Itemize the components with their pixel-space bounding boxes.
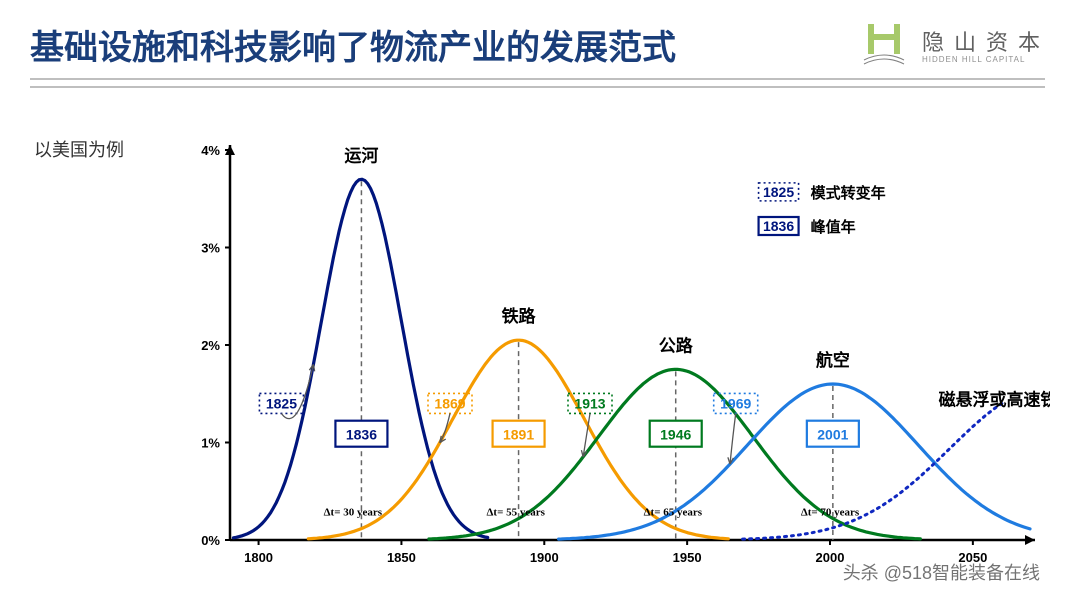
shift-year-text: 1913 xyxy=(574,395,605,411)
shift-year-text: 1825 xyxy=(266,395,297,411)
svg-text:1%: 1% xyxy=(201,436,220,451)
curve-label: 公路 xyxy=(659,335,694,355)
svg-text:4%: 4% xyxy=(201,143,220,158)
svg-text:1800: 1800 xyxy=(244,550,273,565)
legend-peak-label: 峰值年 xyxy=(811,218,856,236)
svg-text:1850: 1850 xyxy=(387,550,416,565)
main-chart: 0% 1% 2% 3% 4% 1800 1850 1900 1950 2000 2050 运河铁路公路… xyxy=(180,140,1050,580)
legend-shift-label: 模式转变年 xyxy=(811,184,886,202)
svg-text:0%: 0% xyxy=(201,533,220,548)
future-label: 磁悬浮或高速铁路 xyxy=(939,389,1050,409)
svg-text:1900: 1900 xyxy=(530,550,559,565)
curve-label: 铁路 xyxy=(502,306,537,326)
peak-year-text: 1836 xyxy=(346,427,377,443)
curve-运河 xyxy=(233,179,487,538)
svg-text:2000: 2000 xyxy=(816,550,845,565)
svg-text:1836: 1836 xyxy=(763,218,794,234)
svg-text:3%: 3% xyxy=(201,241,220,256)
title-underline xyxy=(30,78,1045,88)
delta-t-label: Δt= 55 years xyxy=(487,507,546,519)
delta-t-label: Δt= 30 years xyxy=(324,507,383,519)
curve-label: 运河 xyxy=(344,146,378,165)
svg-text:2%: 2% xyxy=(201,338,220,353)
peak-year-text: 1891 xyxy=(503,427,534,443)
logo-icon xyxy=(860,20,908,68)
delta-t-label: Δt= 65 years xyxy=(644,507,703,519)
curve-label: 航空 xyxy=(816,350,850,370)
page-title: 基础设施和科技影响了物流产业的发展范式 xyxy=(30,20,676,69)
shift-year-text: 1969 xyxy=(720,395,751,411)
peak-year-text: 2001 xyxy=(817,427,848,443)
svg-text:2050: 2050 xyxy=(958,550,987,565)
peak-year-text: 1946 xyxy=(660,427,691,443)
shift-year-text: 1869 xyxy=(434,395,465,411)
subtitle: 以美国为例 xyxy=(34,136,124,162)
future-curve xyxy=(743,401,1006,539)
brand-logo: 隐山资本 HIDDEN HILL CAPITAL xyxy=(860,20,1050,68)
logo-text: 隐山资本 xyxy=(922,25,1050,57)
delta-t-label: Δt= 70 years xyxy=(801,507,860,519)
svg-text:1825: 1825 xyxy=(763,184,794,200)
svg-text:1950: 1950 xyxy=(673,550,702,565)
